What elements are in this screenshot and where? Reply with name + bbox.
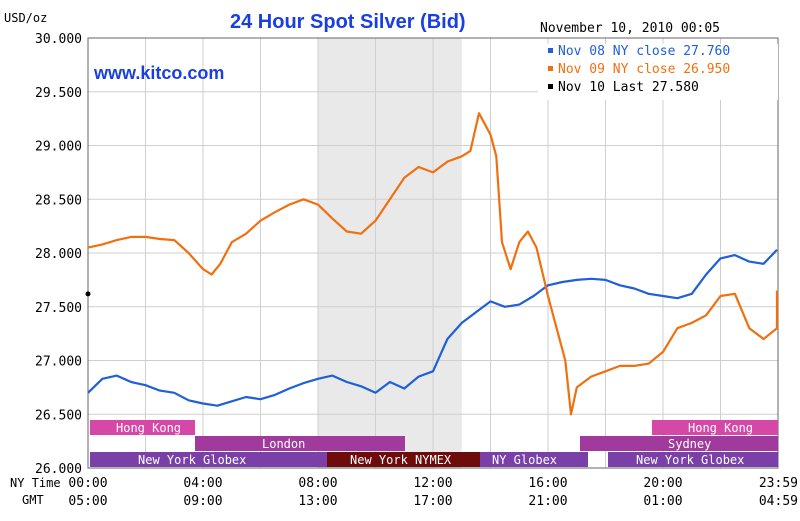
y-tick-label: 26.500: [35, 408, 82, 423]
x-tick-label-ny: 12:00: [413, 476, 452, 491]
ny-globex-label-3: New York Globex: [636, 453, 744, 467]
y-tick-label: 27.000: [35, 355, 82, 370]
x-tick-label-ny: 04:00: [183, 476, 222, 491]
plot-frame: [87, 37, 779, 469]
y-tick-label: 28.000: [35, 247, 82, 262]
sydney-bar: [580, 436, 778, 451]
timestamp: November 10, 2010 00:05: [540, 21, 720, 36]
x-tick-label-gmt: 09:00: [183, 494, 222, 509]
market-sessions: Hong Kong Hong Kong London Sydney New Yo…: [90, 420, 778, 467]
series-line-nov09: [87, 112, 779, 416]
ny-globex-bar-3: [608, 452, 778, 467]
x-tick-label-ny: 16:00: [528, 476, 567, 491]
hong-kong-label-2: Hong Kong: [688, 421, 753, 435]
legend-marker-nov08: [548, 48, 553, 53]
legend-marker-nov10: [548, 84, 553, 89]
x-tick-label-gmt: 01:00: [643, 494, 682, 509]
kitco-watermark: www.kitco.com: [93, 63, 224, 83]
london-bar: [195, 436, 405, 451]
x-axis-ticks: 00:00 05:00 04:00 09:00 08:00 13:00 12:00 17:00…: [68, 476, 798, 509]
ny-globex-label-1: New York Globex: [138, 453, 246, 467]
x-tick-label-gmt: 04:59: [759, 494, 798, 509]
ny-time-label: NY Time: [10, 476, 61, 490]
chart-title: 24 Hour Spot Silver (Bid): [230, 11, 466, 33]
sydney-label: Sydney: [668, 437, 711, 451]
y-tick-label: 29.500: [35, 86, 82, 101]
ny-nymex-label: New York NYMEX: [350, 453, 452, 467]
series-last-point: [85, 291, 91, 297]
hong-kong-label-1: Hong Kong: [116, 421, 181, 435]
ny-nymex-bar: [327, 452, 480, 467]
ny-globex-label-2: NY Globex: [492, 453, 557, 467]
x-tick-label-gmt: 05:00: [68, 494, 107, 509]
legend-background: [538, 44, 778, 100]
legend-nov08: Nov 08 NY close 27.760: [558, 44, 730, 59]
london-label: London: [262, 437, 305, 451]
x-tick-label-ny: 23:59: [759, 476, 798, 491]
ny-globex-bar-2: [480, 452, 588, 467]
gmt-label: GMT: [22, 493, 44, 507]
legend-nov10: Nov 10 Last 27.580: [558, 80, 699, 95]
x-tick-label-ny: 08:00: [298, 476, 337, 491]
x-tick-label-gmt: 17:00: [413, 494, 452, 509]
price-series: [85, 112, 779, 416]
x-tick-label-ny: 20:00: [643, 476, 682, 491]
hong-kong-bar-2: [652, 420, 778, 435]
unit-label: USD/oz: [4, 11, 47, 25]
legend: Nov 08 NY close 27.760 Nov 09 NY close 2…: [538, 44, 778, 100]
y-tick-label: 30.000: [35, 32, 82, 47]
y-tick-label: 28.500: [35, 193, 82, 208]
ny-globex-bar-1: [90, 452, 327, 467]
hong-kong-bar-1: [90, 420, 195, 435]
y-tick-label: 26.000: [35, 462, 82, 477]
x-tick-label-gmt: 21:00: [528, 494, 567, 509]
y-tick-label: 29.000: [35, 140, 82, 155]
series-line-nov08: [87, 249, 778, 407]
x-tick-label-ny: 00:00: [68, 476, 107, 491]
x-tick-label-gmt: 13:00: [298, 494, 337, 509]
y-tick-label: 27.500: [35, 301, 82, 316]
legend-marker-nov09: [548, 66, 553, 71]
legend-nov09: Nov 09 NY close 26.950: [558, 62, 730, 77]
y-axis-ticks: 26.000 26.500 27.000 27.500 28.000 28.500 29.0…: [35, 32, 82, 477]
